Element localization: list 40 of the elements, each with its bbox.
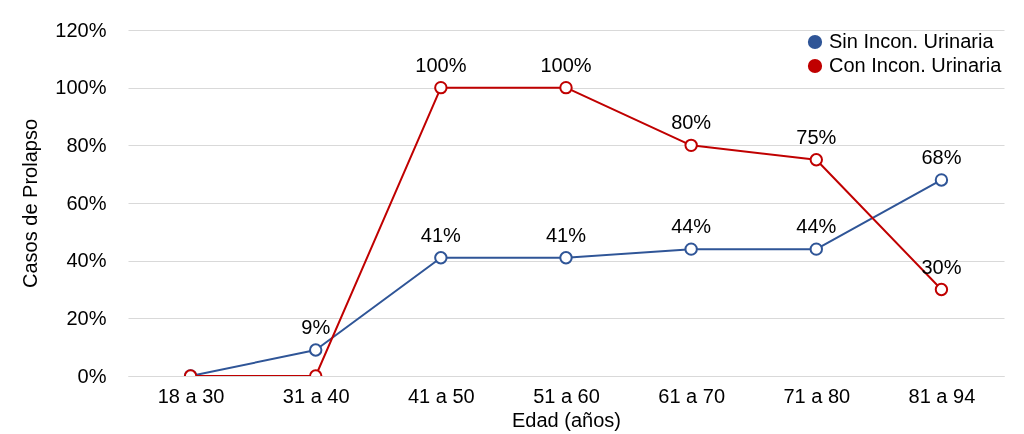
y-tick-label: 60% — [66, 191, 107, 214]
data-label: 75% — [796, 125, 837, 148]
point — [684, 138, 698, 153]
x-tick-label: 51 a 60 — [533, 384, 600, 407]
point — [934, 282, 949, 297]
data-label: 100% — [540, 53, 592, 76]
y-tick-label: 20% — [66, 306, 107, 329]
point — [809, 153, 823, 167]
data-label: 80% — [671, 111, 712, 134]
data-label: 9% — [301, 316, 331, 339]
x-tick-label: 18 a 30 — [157, 384, 225, 407]
y-tick-label: 120% — [55, 18, 107, 41]
x-axis-title: Edad (años) — [512, 408, 621, 431]
x-tick-label: 71 a 80 — [783, 384, 851, 407]
y-tick-label: 40% — [66, 249, 107, 272]
y-axis-title: Casos de Prolapso — [19, 119, 42, 288]
data-label: 41% — [545, 223, 587, 246]
point — [934, 173, 949, 187]
point — [684, 242, 698, 256]
point — [434, 80, 448, 95]
data-label: 44% — [796, 215, 837, 238]
y-tick-label: 0% — [77, 364, 107, 387]
point — [559, 251, 573, 265]
data-label: 100% — [415, 53, 467, 76]
data-label: 44% — [671, 215, 712, 238]
data-label: 30% — [921, 255, 962, 278]
legend-label: Con Incon. Urinaria — [829, 54, 1003, 76]
legend-label: Sin Incon. Urinaria — [829, 30, 995, 52]
data-label: 41% — [420, 223, 462, 246]
x-tick-label: 41 a 50 — [407, 384, 475, 407]
x-tick-label: 31 a 40 — [282, 384, 350, 407]
data-label: 68% — [921, 145, 962, 168]
point — [434, 251, 448, 265]
point — [809, 242, 823, 256]
point — [309, 343, 323, 357]
x-tick-label: 61 a 70 — [658, 384, 726, 407]
x-tick-label: 81 a 94 — [908, 384, 976, 407]
point — [559, 80, 573, 95]
y-tick-label: 100% — [55, 76, 107, 99]
y-tick-label: 80% — [66, 133, 107, 156]
